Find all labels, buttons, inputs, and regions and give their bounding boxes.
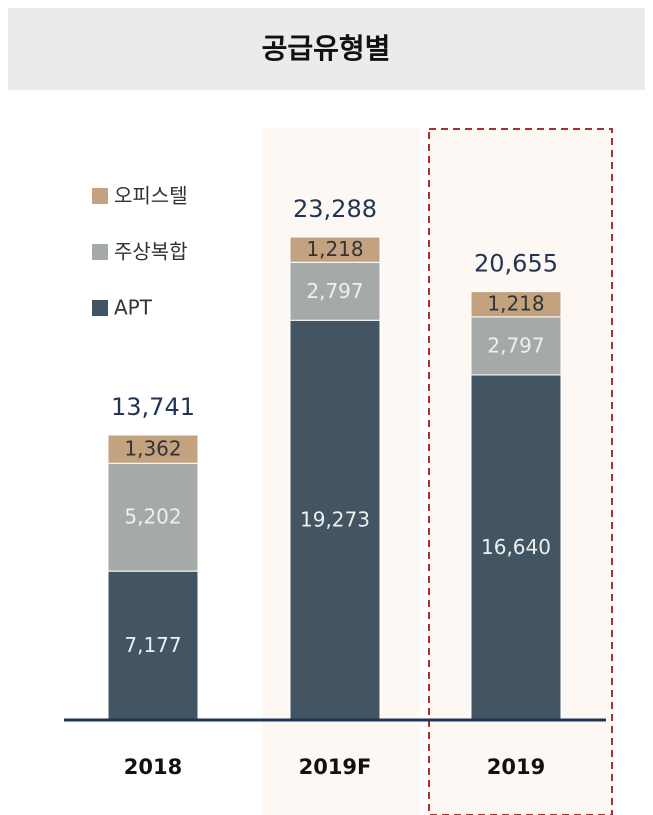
legend-swatch (92, 188, 108, 204)
bar-segment (470, 316, 562, 376)
bar-segment (289, 236, 381, 263)
value-label: 1,218 (487, 292, 544, 316)
bar-segment (470, 374, 562, 721)
legend-swatch (92, 244, 108, 260)
legend-label: 오피스텔 (114, 184, 188, 208)
bar-segment (470, 291, 562, 318)
total-label: 23,288 (293, 195, 377, 223)
title-bar (8, 8, 645, 90)
value-label: 5,202 (124, 505, 181, 529)
total-label: 13,741 (111, 393, 195, 421)
total-label: 20,655 (474, 250, 558, 278)
value-label: 1,362 (124, 437, 181, 461)
value-label: 19,273 (300, 508, 370, 532)
chart-title: 공급유형별 (262, 32, 391, 65)
value-label: 16,640 (481, 535, 551, 559)
x-tick-label: 2018 (124, 755, 182, 779)
x-tick-label: 2019F (299, 755, 372, 779)
x-tick-label: 2019 (487, 755, 545, 779)
value-label: 2,797 (487, 333, 544, 357)
bar-segment (107, 434, 199, 464)
value-label: 1,218 (306, 237, 363, 261)
legend-label: 주상복합 (114, 240, 188, 264)
legend-label: APT (114, 296, 153, 320)
value-label: 7,177 (124, 633, 181, 657)
legend-swatch (92, 300, 108, 316)
value-label: 2,797 (306, 279, 363, 303)
